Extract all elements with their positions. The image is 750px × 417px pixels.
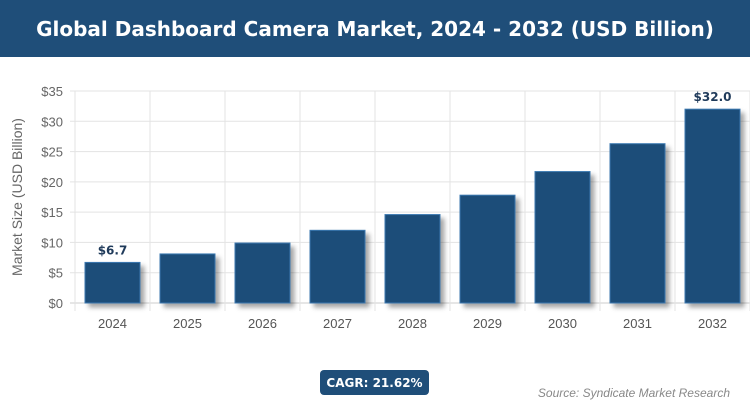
bar-2026 — [234, 242, 291, 304]
data-label: $6.7 — [98, 243, 128, 257]
x-tick-label: 2031 — [623, 316, 652, 331]
cagr-text: CAGR: 21.62% — [326, 375, 423, 390]
bar-2028 — [384, 214, 441, 304]
chart-title: Global Dashboard Camera Market, 2024 - 2… — [36, 16, 714, 41]
bar-2027 — [309, 229, 366, 304]
bar-2025 — [159, 253, 216, 304]
y-tick-label: $5 — [49, 266, 63, 281]
x-tick-label: 2030 — [548, 316, 577, 331]
x-tick-label: 2027 — [323, 316, 352, 331]
y-tick-label: $20 — [41, 175, 63, 190]
data-label: $32.0 — [694, 90, 732, 104]
y-tick-label: $15 — [41, 205, 63, 220]
source-note: Source: Syndicate Market Research — [537, 386, 730, 400]
y-tick-label: $35 — [41, 84, 63, 99]
y-tick-label: $30 — [41, 114, 63, 129]
x-tick-label: 2024 — [98, 316, 127, 331]
bar-2029 — [459, 194, 516, 304]
chart-title-banner: Global Dashboard Camera Market, 2024 - 2… — [0, 0, 750, 57]
y-tick-label: $10 — [41, 235, 63, 250]
y-axis-title: Market Size (USD Billion) — [9, 118, 25, 276]
x-tick-label: 2032 — [698, 316, 727, 331]
bar-2024 — [84, 261, 141, 304]
x-tick-label: 2026 — [248, 316, 277, 331]
x-tick-label: 2028 — [398, 316, 427, 331]
bar-2030 — [534, 171, 591, 304]
y-tick-label: $0 — [49, 296, 63, 311]
y-tick-label: $25 — [41, 145, 63, 160]
bar-2032 — [684, 108, 741, 304]
cagr-badge: CAGR: 21.62% — [320, 370, 429, 395]
x-tick-label: 2025 — [173, 316, 202, 331]
bar-2031 — [609, 143, 666, 304]
x-tick-label: 2029 — [473, 316, 502, 331]
